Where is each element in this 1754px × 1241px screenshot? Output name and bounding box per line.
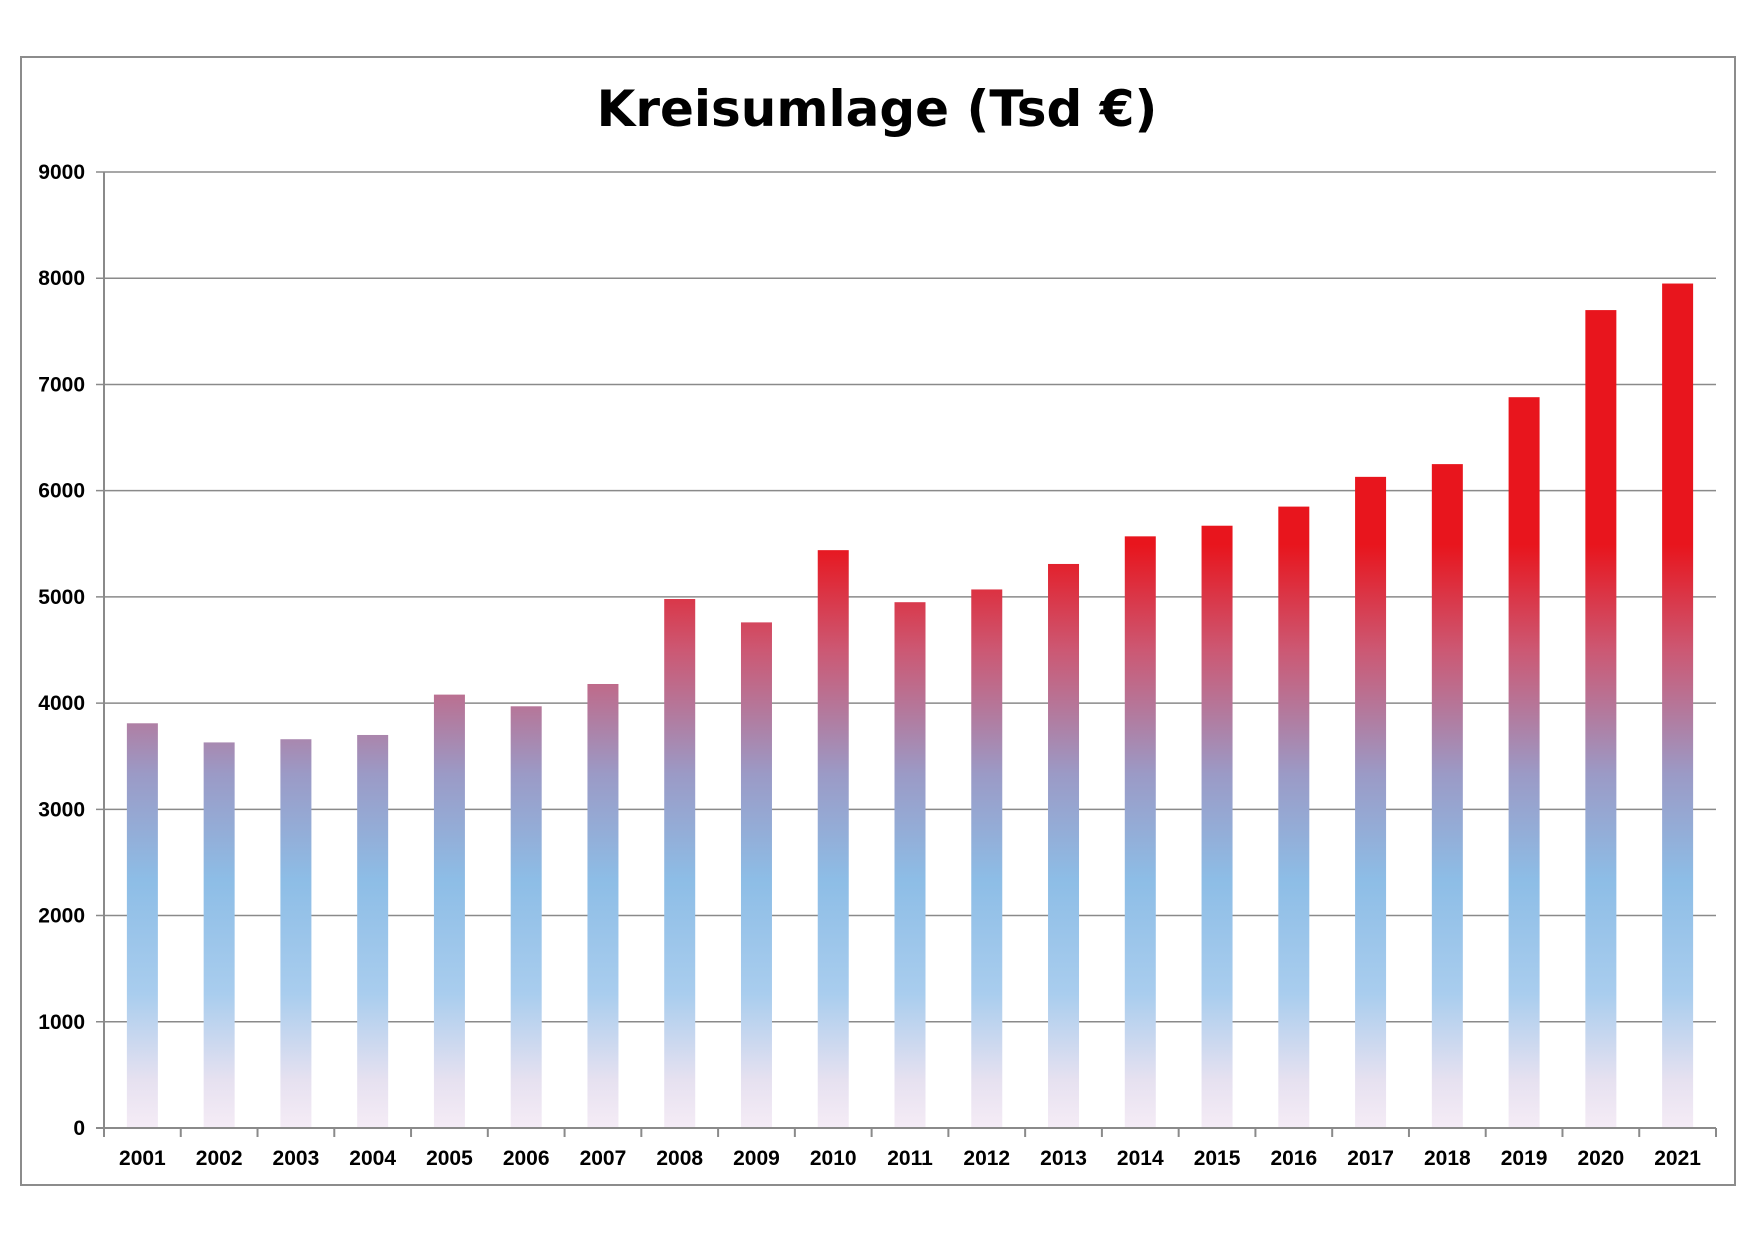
bar-2005 xyxy=(433,694,465,1128)
x-tick-label: 2001 xyxy=(119,1147,166,1170)
x-tick-label: 2004 xyxy=(349,1147,396,1170)
bar-2010 xyxy=(817,550,849,1128)
bar-2014 xyxy=(1124,536,1156,1128)
bar-2015 xyxy=(1201,525,1233,1128)
x-tick-label: 2005 xyxy=(426,1147,473,1170)
bars xyxy=(126,283,1694,1129)
y-tick-label: 6000 xyxy=(38,480,85,503)
x-axis-labels: 2001 2002 2003 2004 2005 2006 2007 2008 2009 2010… xyxy=(119,1147,1701,1170)
bar-2011 xyxy=(894,602,926,1128)
x-tick-label: 2002 xyxy=(196,1147,243,1170)
x-tick-label: 2011 xyxy=(887,1147,933,1170)
y-tick-label: 8000 xyxy=(38,267,85,290)
y-tick-label: 2000 xyxy=(38,905,85,928)
bar-2003 xyxy=(280,739,312,1128)
x-tick-label: 2016 xyxy=(1270,1147,1317,1170)
x-tick-label: 2010 xyxy=(810,1147,857,1170)
bar-2007 xyxy=(587,683,619,1128)
bar-2021 xyxy=(1662,283,1694,1128)
y-axis-labels: 0 1000 2000 3000 4000 5000 6000 7000 8000 9000 xyxy=(38,161,85,1140)
x-tick-label: 2013 xyxy=(1040,1147,1087,1170)
x-tick-label: 2006 xyxy=(503,1147,550,1170)
x-tick-label: 2021 xyxy=(1654,1147,1701,1170)
x-tick-label: 2008 xyxy=(656,1147,703,1170)
x-tick-label: 2020 xyxy=(1577,1147,1624,1170)
x-tick-label: 2012 xyxy=(963,1147,1010,1170)
bar-2018 xyxy=(1431,464,1463,1129)
y-tick-label: 0 xyxy=(73,1117,85,1140)
y-tick-label: 4000 xyxy=(38,692,85,715)
chart-title: Kreisumlage (Tsd €) xyxy=(597,80,1158,138)
bar-2004 xyxy=(357,734,389,1128)
x-tick-label: 2003 xyxy=(273,1147,320,1170)
bar-2002 xyxy=(203,742,235,1128)
x-tick-label: 2018 xyxy=(1424,1147,1471,1170)
x-tick-label: 2009 xyxy=(733,1147,780,1170)
x-tick-label: 2007 xyxy=(580,1147,627,1170)
axes xyxy=(96,172,1717,1137)
bar-2012 xyxy=(971,589,1003,1128)
y-tick-label: 3000 xyxy=(38,798,85,821)
bar-2001 xyxy=(126,723,158,1128)
bar-2020 xyxy=(1585,310,1617,1129)
x-tick-label: 2017 xyxy=(1347,1147,1394,1170)
bar-2016 xyxy=(1278,506,1310,1129)
y-tick-label: 7000 xyxy=(38,373,85,396)
x-tick-label: 2014 xyxy=(1117,1147,1164,1170)
bar-2019 xyxy=(1508,397,1540,1128)
x-tick-label: 2019 xyxy=(1501,1147,1548,1170)
x-tick-label: 2015 xyxy=(1194,1147,1241,1170)
y-tick-label: 5000 xyxy=(38,586,85,609)
bar-2009 xyxy=(740,622,772,1128)
y-tick-label: 9000 xyxy=(38,161,85,184)
bar-2006 xyxy=(510,706,542,1128)
bar-2013 xyxy=(1048,563,1080,1128)
y-tick-label: 1000 xyxy=(38,1011,85,1034)
bar-2008 xyxy=(664,599,696,1128)
bar-2017 xyxy=(1355,476,1387,1128)
